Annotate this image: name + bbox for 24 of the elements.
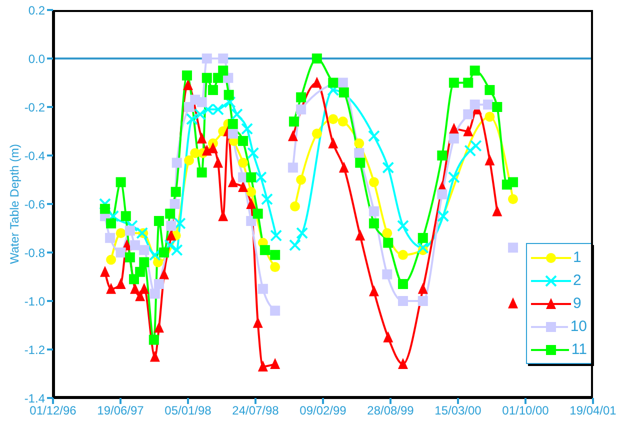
x-tick-label: 19/04/01 [570, 404, 617, 418]
x-tick-label: 05/01/98 [164, 404, 212, 418]
legend-label: 1 [573, 249, 582, 266]
x-tick-label: 01/12/96 [30, 404, 77, 418]
y-tick-label: 0.0 [28, 52, 46, 66]
y-tick-label: -0.4 [24, 148, 46, 163]
legend-label: 10 [570, 318, 587, 335]
x-tick-label: 24/07/98 [232, 404, 280, 418]
legend-label: 2 [573, 272, 582, 289]
y-tick-label: -1.0 [24, 294, 46, 308]
x-tick-label: 15/03/00 [434, 404, 482, 418]
legend-label: 9 [573, 295, 582, 312]
x-tick-label: 19/06/97 [97, 404, 144, 418]
y-tick-label: -1.2 [24, 342, 46, 357]
x-tick-label: 28/08/99 [367, 404, 414, 418]
y-tick-label: -0.6 [24, 197, 46, 212]
legend-label: 11 [571, 341, 587, 358]
x-tick-label: 01/10/00 [502, 404, 550, 418]
y-tick-label: -0.2 [24, 100, 46, 114]
y-tick-label: -0.8 [24, 246, 46, 260]
x-tick-label: 09/02/99 [300, 404, 347, 418]
y-axis-title: Water Table Depth (m) [7, 144, 22, 264]
y-tick-label: 0.2 [28, 3, 46, 18]
y-tick-label: -1.4 [24, 391, 46, 406]
